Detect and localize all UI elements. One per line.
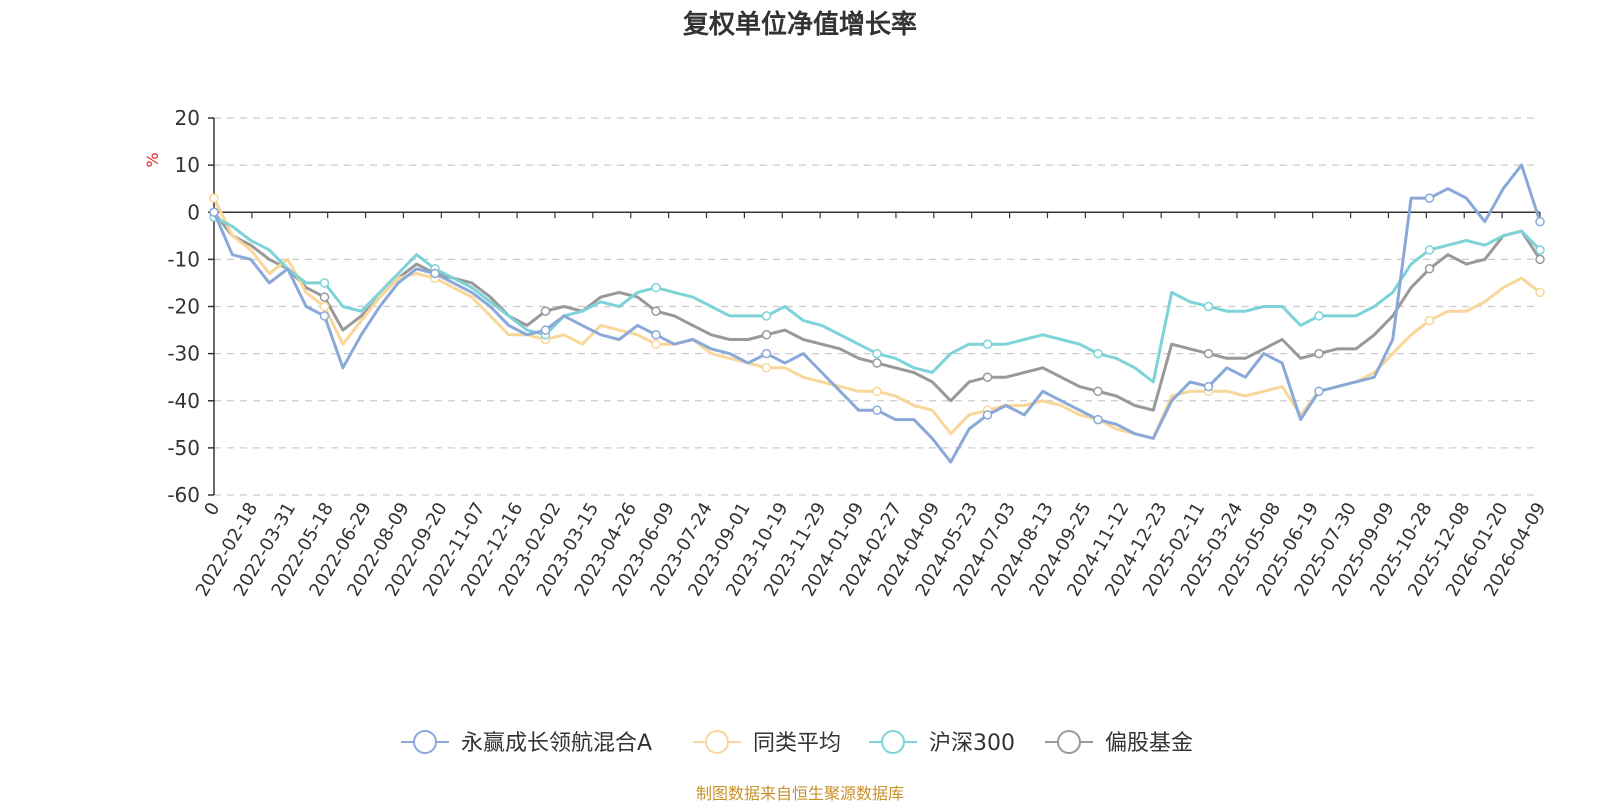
series-point xyxy=(872,358,882,368)
legend-label: 永赢成长领航混合A xyxy=(461,731,652,756)
series-point xyxy=(1314,348,1324,359)
series-point xyxy=(1093,386,1103,397)
legend-label: 沪深300 xyxy=(929,731,1015,756)
series-point xyxy=(319,292,330,302)
series-point xyxy=(651,339,661,349)
series-point xyxy=(1093,414,1103,425)
series-point xyxy=(1203,381,1214,392)
series-point xyxy=(1203,301,1214,312)
series-point xyxy=(1424,264,1435,274)
series-lines xyxy=(209,163,1545,464)
series-point xyxy=(651,282,661,293)
y-axis-unit-label: % xyxy=(143,152,162,167)
legend-item[interactable]: 沪深300 xyxy=(869,730,1015,756)
series-point xyxy=(319,301,330,312)
series-point xyxy=(319,278,330,288)
series-point xyxy=(430,268,440,279)
series-point xyxy=(209,193,219,203)
series-point xyxy=(1424,193,1435,203)
series-point xyxy=(1535,245,1545,255)
series-point xyxy=(1203,348,1214,359)
y-tick-label: -10 xyxy=(167,247,200,271)
y-tick-label: -30 xyxy=(167,342,200,366)
series-point xyxy=(872,386,882,397)
y-tick-label: 20 xyxy=(175,106,200,130)
series-point xyxy=(982,410,993,420)
series-point xyxy=(1424,245,1435,255)
series-point xyxy=(1314,386,1324,397)
series-point xyxy=(982,339,993,349)
series-point xyxy=(761,363,772,373)
y-tick-label: -20 xyxy=(167,295,200,319)
series-point xyxy=(540,306,551,316)
series-point xyxy=(651,330,661,340)
legend-marker xyxy=(1057,730,1081,754)
series-point xyxy=(1535,287,1545,298)
legend-marker xyxy=(705,730,729,754)
legend-item[interactable]: 偏股基金 xyxy=(1045,730,1193,756)
legend-item[interactable]: 永赢成长领航混合A xyxy=(401,730,652,756)
series-point xyxy=(761,348,772,359)
series-point xyxy=(209,207,219,217)
legend: 永赢成长领航混合A 同类平均 沪深300 偏股基金 xyxy=(401,730,1193,756)
chart-area: 20100-10-20-30-40-50-60%02022-02-182022-… xyxy=(143,106,1550,756)
series-point xyxy=(1424,315,1435,326)
series-point xyxy=(1093,348,1103,359)
grid-lines xyxy=(214,117,1540,496)
legend-item[interactable]: 同类平均 xyxy=(693,730,841,756)
legend-label: 偏股基金 xyxy=(1105,731,1193,756)
series-point xyxy=(540,325,551,335)
x-tick-label: 0 xyxy=(200,499,224,519)
series-point xyxy=(982,372,993,382)
legend-label: 同类平均 xyxy=(753,731,841,756)
y-tick-label: -50 xyxy=(167,436,200,460)
series-line xyxy=(212,163,1542,464)
y-tick-label: 10 xyxy=(175,153,200,177)
series-point xyxy=(1314,311,1324,321)
legend-marker xyxy=(881,730,905,754)
series-point xyxy=(761,330,772,340)
y-tick-label: -60 xyxy=(167,483,200,507)
series-line xyxy=(212,211,1542,412)
chart-title: 复权单位净值增长率 xyxy=(682,10,917,40)
y-tick-label: -40 xyxy=(167,389,200,413)
y-tick-label: 0 xyxy=(187,200,200,224)
series-point xyxy=(1535,216,1545,227)
series-point xyxy=(319,311,330,321)
series-point xyxy=(1535,254,1545,265)
series-point xyxy=(872,348,882,359)
series-point xyxy=(872,405,882,415)
series-point xyxy=(761,311,772,321)
data-source-footer: 制图数据来自恒生聚源数据库 xyxy=(695,784,904,803)
series-line xyxy=(212,197,1541,440)
series-point xyxy=(651,306,661,316)
legend-marker xyxy=(413,730,437,754)
